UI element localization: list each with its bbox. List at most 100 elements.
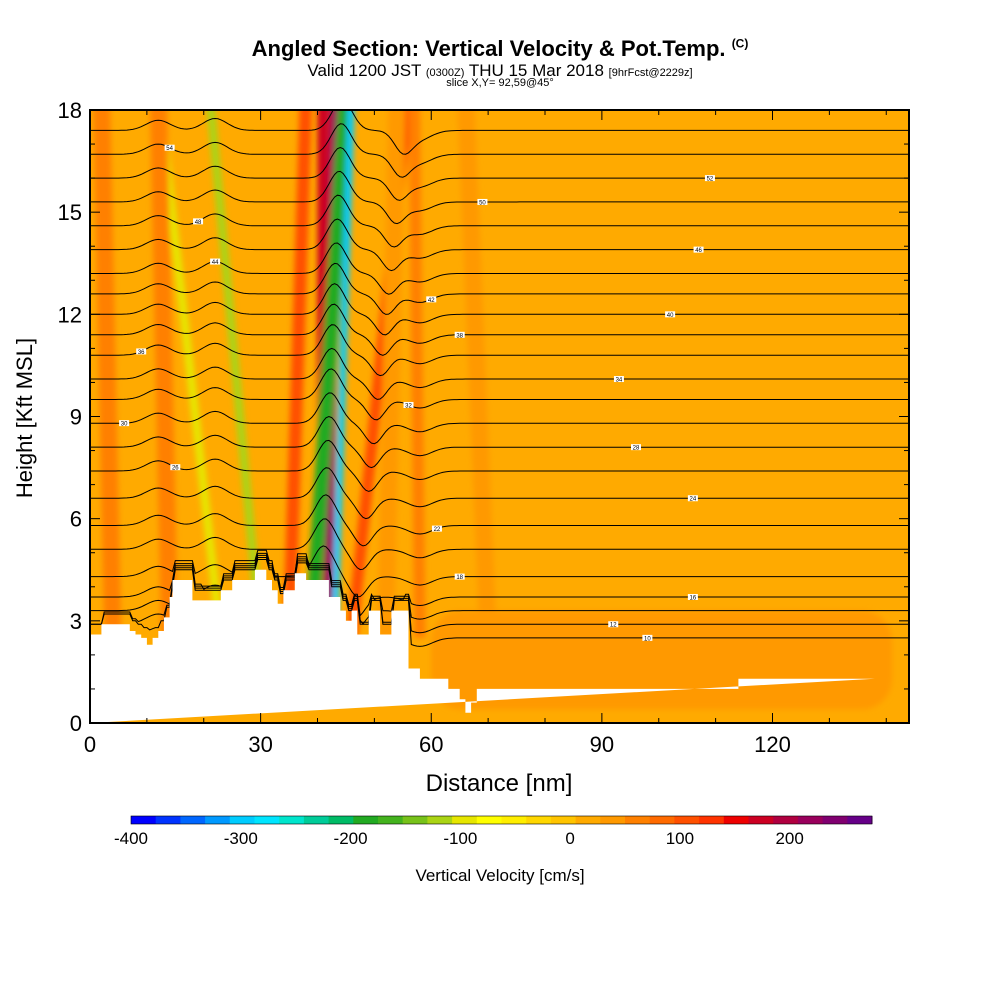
isentrope-label-box xyxy=(403,401,414,408)
terrain xyxy=(90,569,875,723)
colorbar-swatch xyxy=(649,816,675,824)
y-tick-label: 18 xyxy=(58,98,82,123)
colorbar-swatch xyxy=(600,816,626,824)
velocity-band xyxy=(282,110,312,638)
isentrope-line xyxy=(90,415,909,469)
isentrope-label-box xyxy=(704,175,715,182)
colorbar-swatch xyxy=(501,816,527,824)
isentrope-lines xyxy=(90,110,909,647)
colorbar-swatch xyxy=(625,816,651,824)
colorbar-swatch xyxy=(279,816,305,824)
colorbar-swatch xyxy=(155,816,181,824)
y-tick-label: 15 xyxy=(58,200,82,225)
isentrope-label-box xyxy=(665,311,676,318)
isentrope-label-box xyxy=(631,444,641,451)
low-level-zone xyxy=(431,610,892,710)
colorbar-swatch xyxy=(699,816,725,824)
colorbar-swatch xyxy=(797,816,824,824)
colorbar-swatch xyxy=(378,816,404,824)
velocity-band xyxy=(206,110,265,638)
x-tick-label: 60 xyxy=(419,732,443,757)
colorbar-swatch xyxy=(847,816,873,824)
isentrope-line xyxy=(90,518,909,571)
forecast-tag: [9hrFcst@2229z] xyxy=(608,67,693,79)
colorbar-swatch xyxy=(550,816,577,824)
colorbar-label: Vertical Velocity [cm/s] xyxy=(415,866,584,885)
isentrope-line xyxy=(90,494,909,547)
valid-time: Valid 1200 JST xyxy=(307,61,422,80)
velocity-band xyxy=(155,110,226,638)
isentrope-line xyxy=(90,110,909,155)
colorbar-swatch xyxy=(773,816,799,824)
isentrope-line xyxy=(90,123,909,178)
x-tick-label: 0 xyxy=(84,732,96,757)
isentrope-label-box xyxy=(687,495,698,502)
y-tick-label: 12 xyxy=(58,302,82,327)
isentrope-label-box xyxy=(608,621,619,628)
isentrope-line xyxy=(90,545,909,598)
colorbar-swatch xyxy=(526,816,552,824)
isentrope-label-box xyxy=(687,593,698,600)
isentrope-label: 36 xyxy=(138,350,145,356)
isentrope-label-box xyxy=(426,296,437,303)
colorbar-tick-label: 100 xyxy=(666,829,694,848)
colorbar-swatch xyxy=(723,816,749,824)
isentrope-line xyxy=(90,347,909,400)
y-tick-label: 6 xyxy=(70,507,82,532)
colorbar-swatch xyxy=(748,816,774,824)
y-tick-label: 3 xyxy=(70,609,82,634)
isentrope-label: 48 xyxy=(195,220,202,226)
colorbar-swatch xyxy=(328,816,354,824)
colorbar-swatch xyxy=(452,816,478,824)
colorbar-tick-label: 200 xyxy=(775,829,803,848)
colorbar-tick-label: -300 xyxy=(224,829,258,848)
isentrope-label: 52 xyxy=(707,177,714,183)
isentrope-label-box xyxy=(119,420,130,427)
velocity-band xyxy=(93,110,122,638)
colorbar-swatch xyxy=(476,816,502,824)
isentrope-label: 32 xyxy=(405,403,412,409)
velocity-band xyxy=(457,110,497,638)
isentrope-label: 42 xyxy=(428,298,435,304)
colorbar-swatch xyxy=(575,816,601,824)
isentrope-label: 30 xyxy=(121,422,128,428)
isentrope-label-box xyxy=(454,331,465,338)
valid-time-line: Valid 1200 JST (0300Z) THU 15 Mar 2018 [… xyxy=(0,61,1000,81)
isentrope-label: 34 xyxy=(616,378,623,384)
isentrope-label: 46 xyxy=(695,248,702,254)
x-tick-label: 30 xyxy=(248,732,272,757)
isentrope-line xyxy=(90,303,909,356)
isentrope-label: 18 xyxy=(456,575,463,581)
isentrope-line xyxy=(90,392,909,445)
x-axis-label: Distance [nm] xyxy=(426,770,573,797)
isentrope-line xyxy=(90,554,909,625)
isentrope-line xyxy=(90,194,909,248)
colorbar-tick-label: 0 xyxy=(565,829,574,848)
isentrope-label-box xyxy=(431,525,442,532)
chart-title-tag: (C) xyxy=(731,36,749,51)
isentrope-label: 28 xyxy=(633,446,640,452)
isentrope-line xyxy=(90,146,909,201)
isentrope-label: 26 xyxy=(172,466,179,472)
colorbar-frame xyxy=(130,815,873,825)
isentrope-line xyxy=(90,552,909,617)
colorbar-swatch xyxy=(303,816,330,824)
y-axis-label: Height [Kft MSL] xyxy=(12,338,37,498)
slice-info: slice X,Y= 92,59@45° xyxy=(446,77,554,89)
colorbar-swatch xyxy=(822,816,848,824)
valid-utc: (0300Z) xyxy=(425,67,465,79)
isentrope-line xyxy=(90,439,909,492)
isentrope-line xyxy=(90,170,909,225)
colorbar-swatch xyxy=(131,816,157,824)
isentrope-label-box xyxy=(454,573,465,580)
isentrope-label-box xyxy=(170,464,181,471)
colorbar-swatch xyxy=(353,816,379,824)
isentrope-label-box xyxy=(210,258,221,265)
valid-date: THU 15 Mar 2018 xyxy=(468,61,604,80)
isentrope-line xyxy=(90,557,909,634)
isentrope-label: 54 xyxy=(166,146,173,152)
isentrope-line xyxy=(90,218,909,272)
y-tick-label: 9 xyxy=(70,405,82,430)
isentrope-label: 56 xyxy=(337,99,344,105)
isentrope-label: 22 xyxy=(434,527,441,533)
